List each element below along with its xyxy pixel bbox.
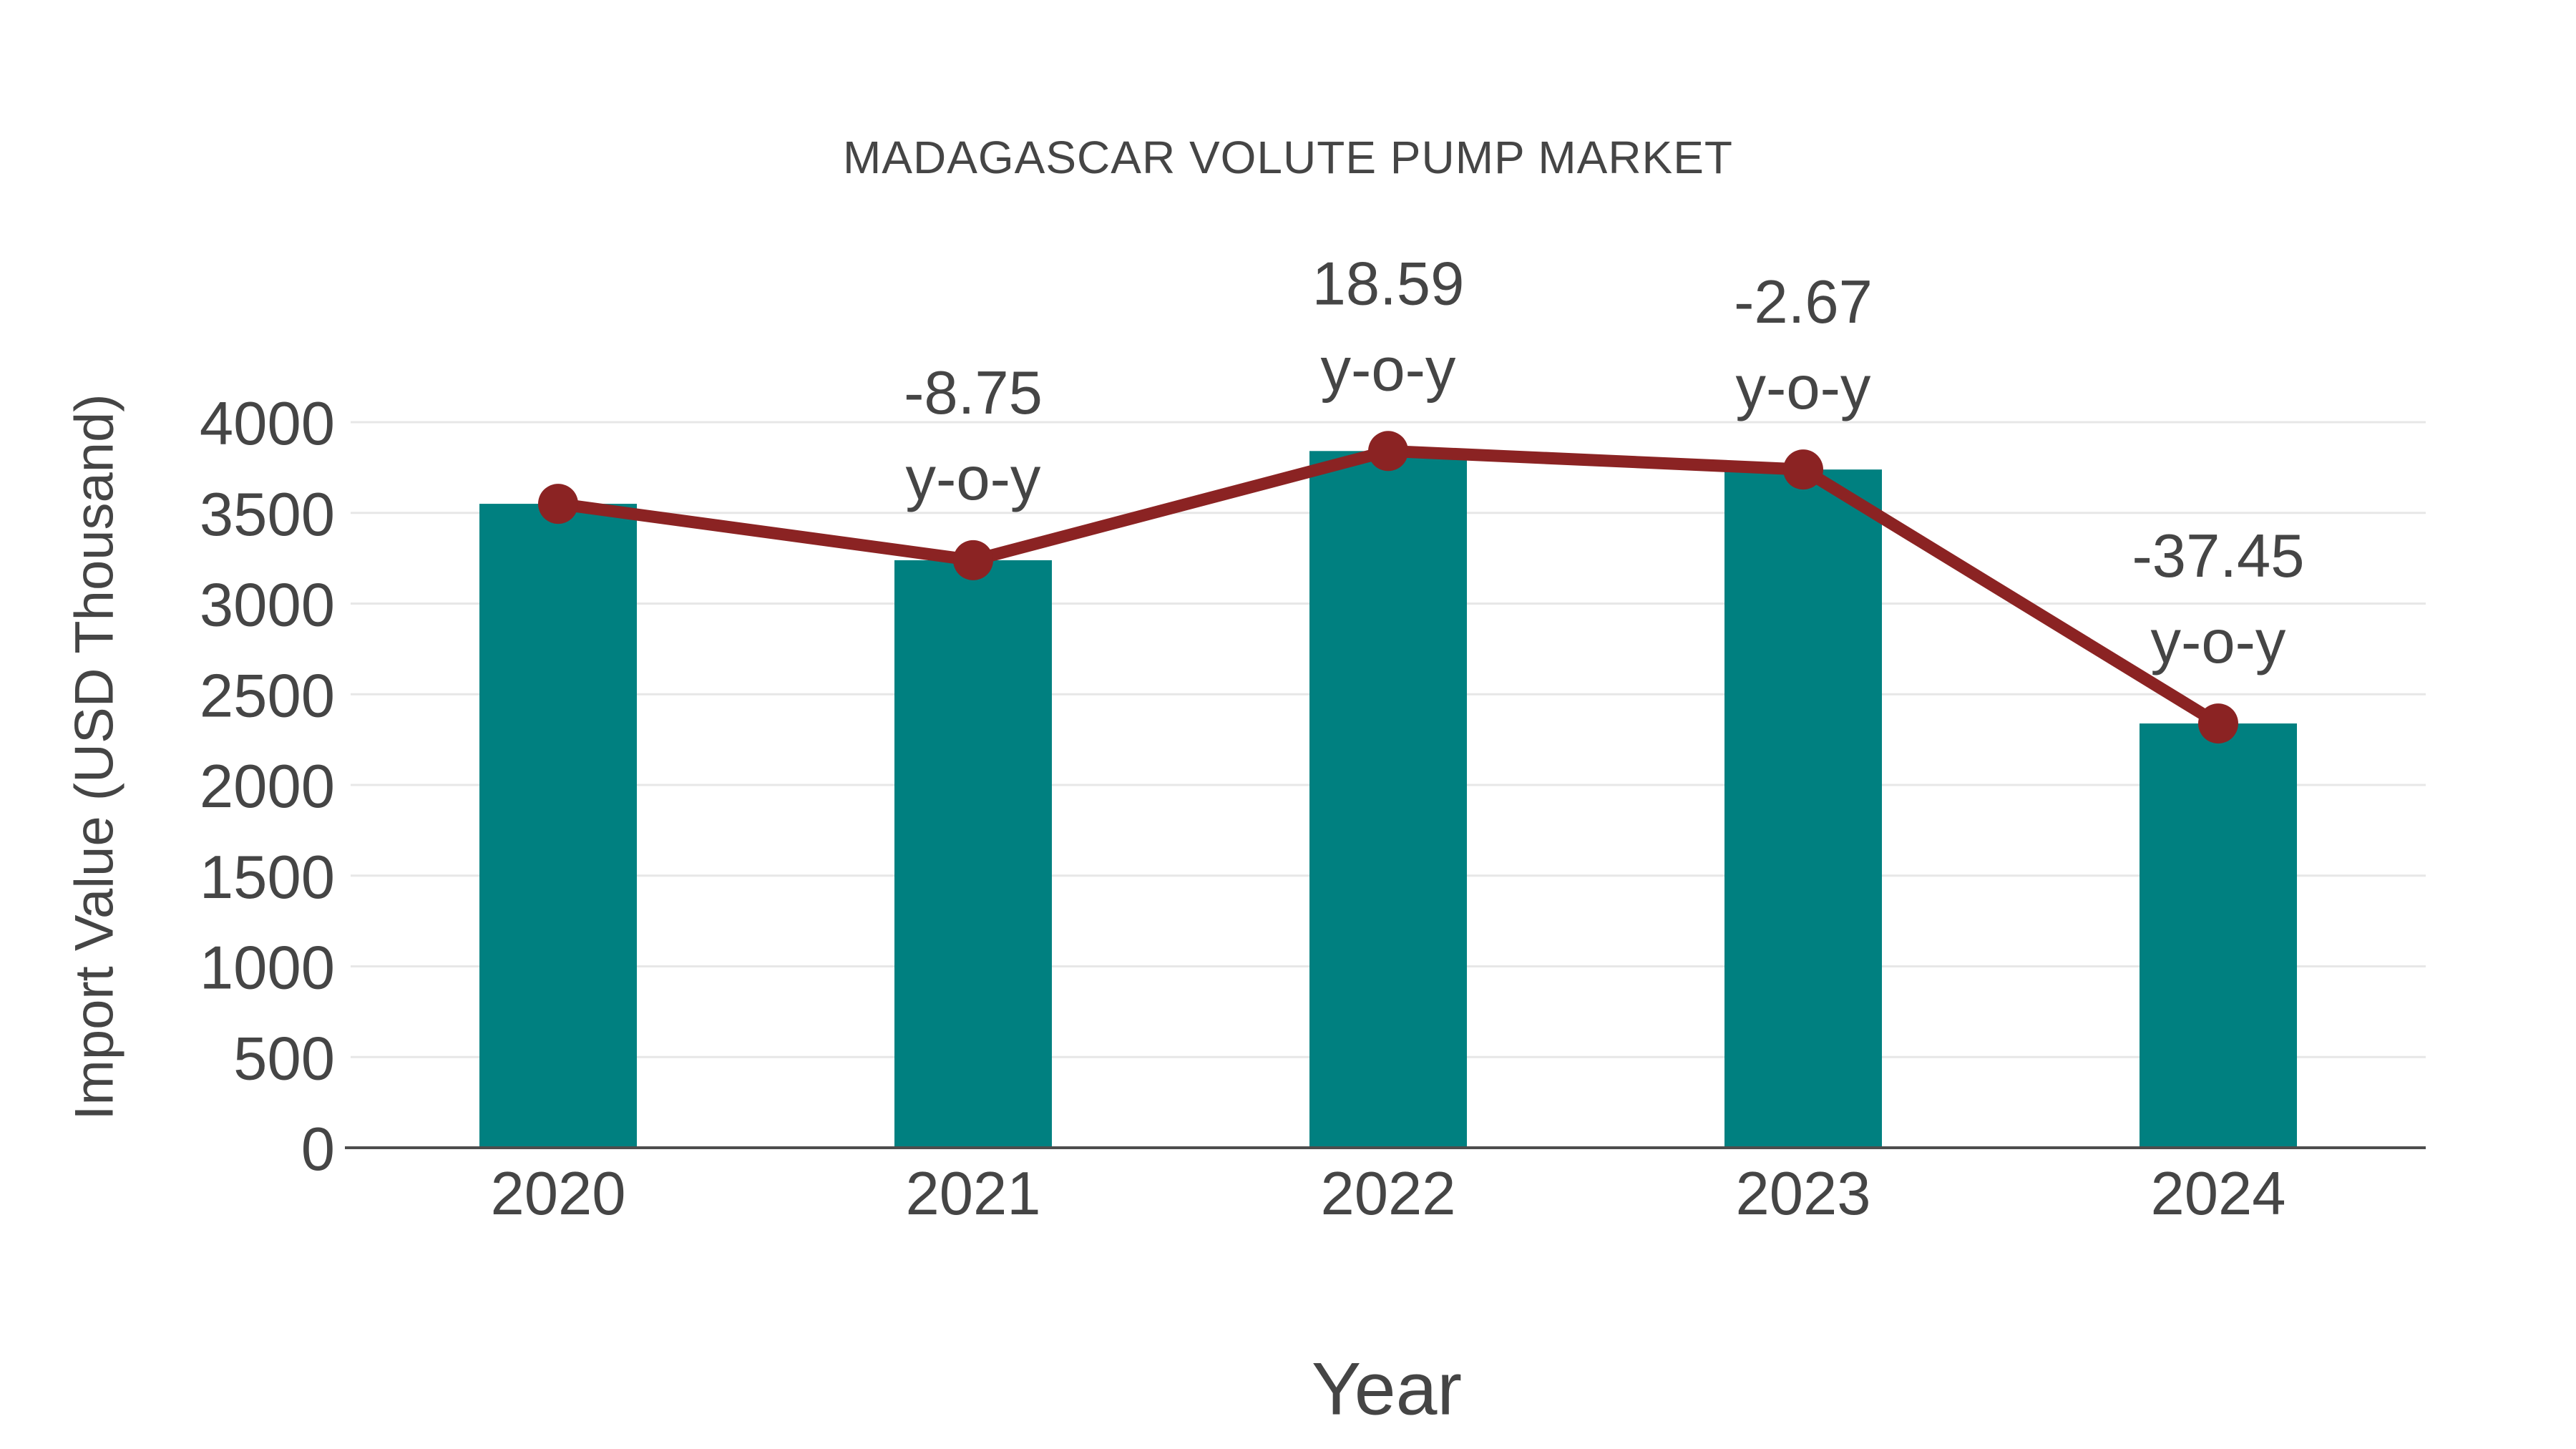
annotation-label: y-o-y: [2151, 608, 2286, 676]
y-tick-label: 0: [301, 1116, 335, 1184]
x-axis-title: Year: [1311, 1347, 1463, 1431]
bar: [894, 560, 1052, 1148]
data-point-marker: [2198, 703, 2238, 744]
data-point-marker: [953, 540, 993, 580]
y-tick-label: 1500: [200, 844, 335, 912]
x-tick-label: 2023: [1735, 1160, 1870, 1228]
y-tick-label: 2500: [200, 662, 335, 730]
x-tick-label: 2020: [490, 1160, 625, 1228]
y-tick-label: 2000: [200, 753, 335, 821]
y-tick-label: 500: [233, 1025, 335, 1093]
bar: [1724, 469, 1882, 1148]
annotation-value: -2.67: [1734, 268, 1873, 336]
bar: [1309, 451, 1467, 1148]
data-point-marker: [1783, 449, 1823, 490]
data-point-marker: [538, 484, 578, 525]
x-tick-label: 2021: [905, 1160, 1040, 1228]
chart-title: MADAGASCAR VOLUTE PUMP MARKET: [842, 132, 1734, 183]
annotation-value: -37.45: [2132, 522, 2304, 590]
annotation-label: y-o-y: [906, 445, 1041, 513]
y-tick-label: 3500: [200, 481, 335, 549]
data-point-marker: [1368, 431, 1408, 472]
annotation-value: -8.75: [904, 359, 1043, 427]
x-tick-label: 2024: [2150, 1160, 2285, 1228]
x-tick-label: 2022: [1320, 1160, 1455, 1228]
annotation-label: y-o-y: [1736, 354, 1871, 422]
bar: [2140, 723, 2297, 1148]
y-tick-label: 1000: [200, 935, 335, 1002]
bar: [479, 504, 637, 1148]
annotation-value: 18.59: [1312, 250, 1465, 318]
annotation-label: y-o-y: [1321, 336, 1456, 404]
y-tick-label: 4000: [200, 390, 335, 458]
y-tick-label: 3000: [200, 572, 335, 640]
